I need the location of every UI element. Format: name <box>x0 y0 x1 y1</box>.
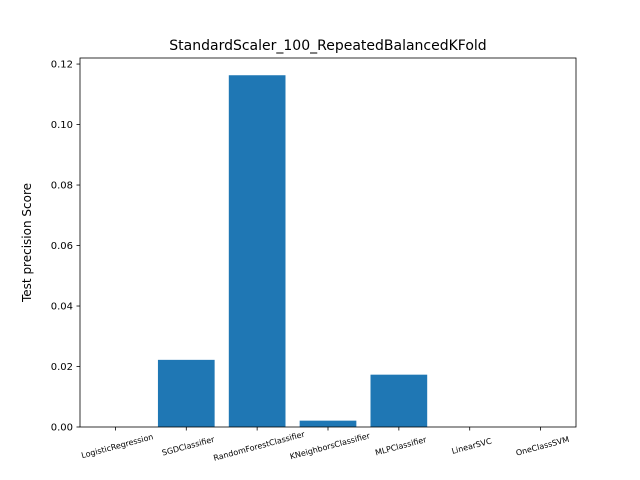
y-axis-label: Test precision Score <box>20 183 34 303</box>
plot-frame <box>79 57 577 428</box>
chart-title: StandardScaler_100_RepeatedBalancedKFold <box>169 38 486 54</box>
y-tick-label: 0.08 <box>51 181 73 192</box>
bar-RandomForestClassifier <box>228 75 286 428</box>
y-tick-label: 0.10 <box>51 120 73 131</box>
bars-group <box>157 75 428 428</box>
y-axis: 0.00 0.02 0.04 0.06 0.08 0.10 0.12 <box>51 60 80 434</box>
bar-KNeighborsClassifier <box>299 420 357 427</box>
bar-MLPClassifier <box>370 374 428 427</box>
y-tick-label: 0.02 <box>51 362 73 373</box>
bar-SGDClassifier <box>157 359 215 427</box>
y-tick-label: 0.12 <box>51 60 73 71</box>
y-tick-label: 0.06 <box>51 241 73 252</box>
y-tick-label: 0.04 <box>51 302 73 313</box>
y-tick-label: 0.00 <box>51 423 73 434</box>
